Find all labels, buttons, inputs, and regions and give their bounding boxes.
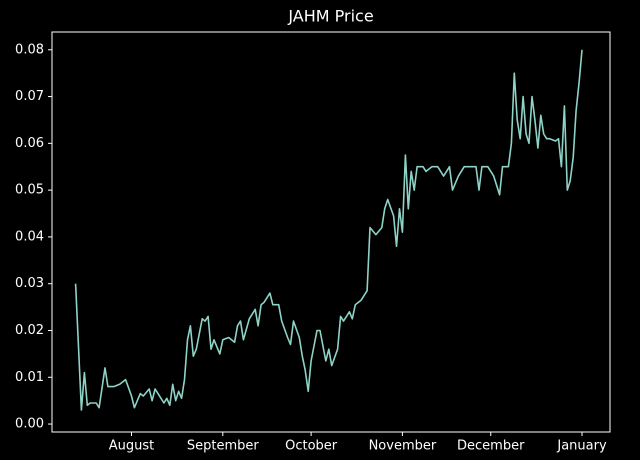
y-tick-label: 0.00	[15, 417, 44, 432]
x-tick-label: January	[556, 439, 607, 454]
y-tick-label: 0.02	[15, 323, 44, 338]
x-tick-label: October	[285, 439, 338, 454]
y-tick-label: 0.01	[15, 370, 44, 385]
y-tick-label: 0.07	[15, 89, 44, 104]
y-tick-label: 0.05	[15, 183, 44, 198]
y-tick-label: 0.08	[15, 42, 44, 57]
x-tick-label: December	[457, 439, 525, 454]
x-tick-label: September	[187, 439, 260, 454]
x-tick-label: November	[369, 439, 437, 454]
axes-frame	[51, 31, 611, 433]
price-line	[74, 49, 583, 411]
chart-title: JAHM Price	[287, 7, 373, 26]
x-tick-label: August	[109, 439, 155, 454]
y-tick-label: 0.03	[15, 276, 44, 291]
y-tick-label: 0.06	[15, 136, 44, 151]
y-tick-label: 0.04	[15, 229, 44, 244]
